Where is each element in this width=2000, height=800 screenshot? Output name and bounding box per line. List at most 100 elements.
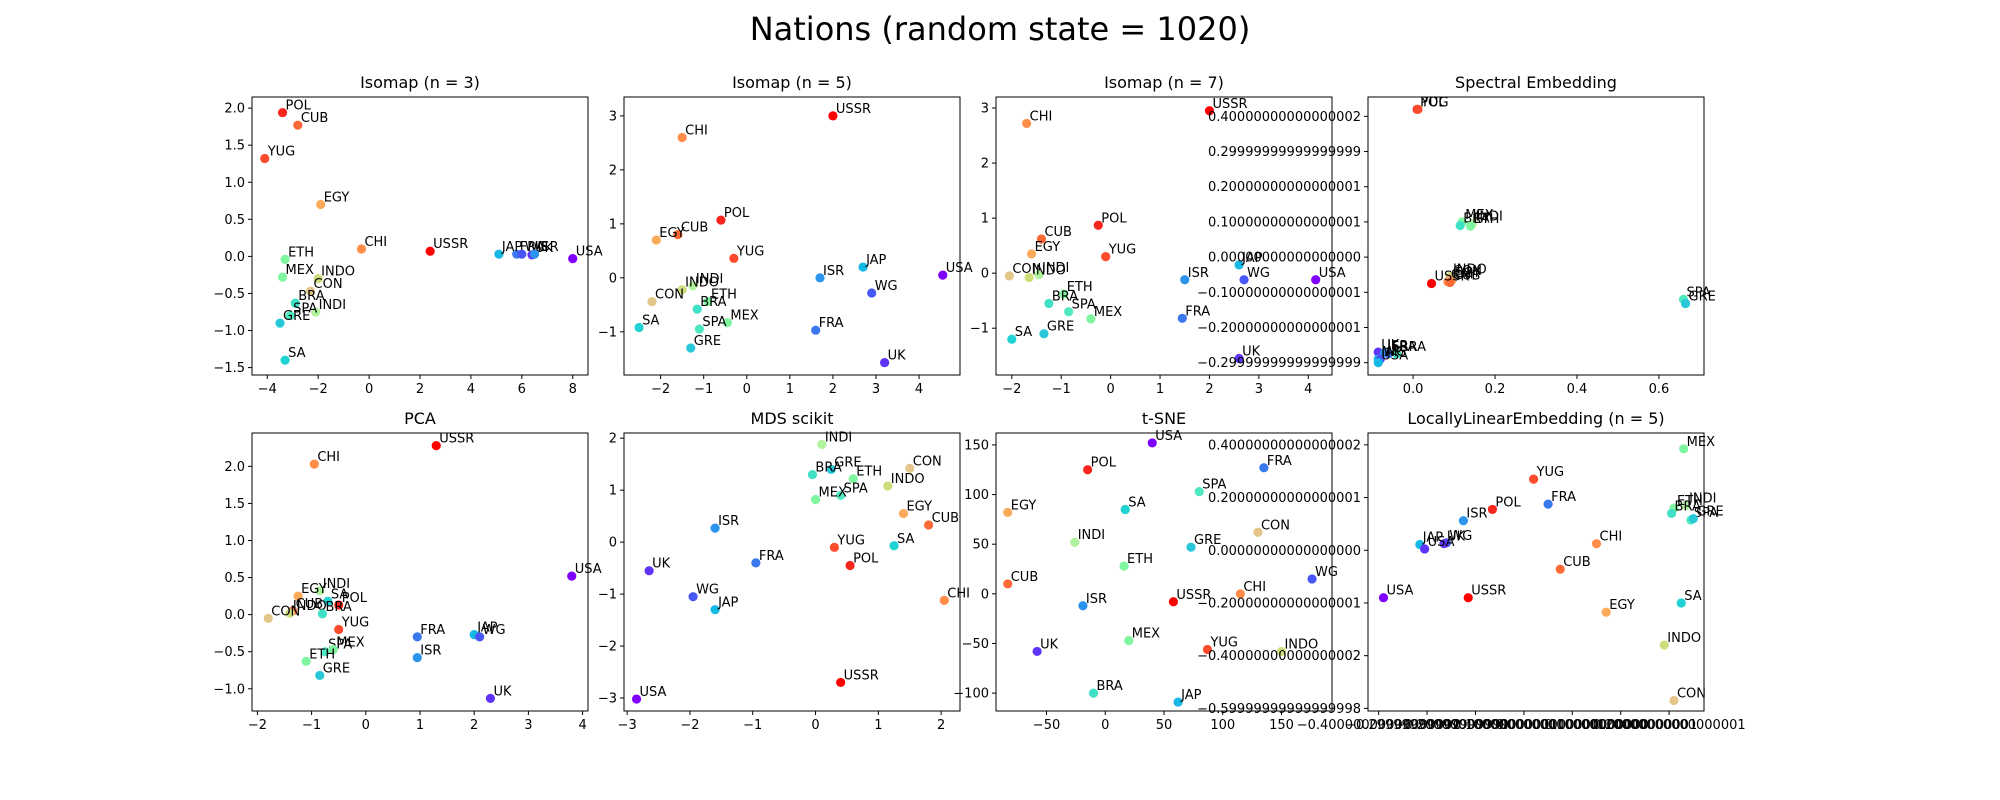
data-point-label: USSR [433, 237, 468, 252]
x-tick-label: −0.10000000000000001 [1442, 718, 1606, 733]
data-point-label: UK [1040, 637, 1059, 652]
data-point-label: CUB [301, 111, 329, 126]
data-point-label: USSR [439, 432, 474, 447]
data-point [1086, 314, 1096, 324]
data-point-label: FRA [1267, 454, 1292, 469]
x-tick-label: −0.40000000000000002 [1297, 718, 1461, 733]
subplot-title: LocallyLinearEmbedding (n = 5) [1407, 409, 1664, 428]
x-tick-label: 0.10000000000000001 [1544, 718, 1697, 733]
data-point [811, 325, 821, 335]
data-point-label: INDO [293, 599, 327, 614]
data-point [1253, 527, 1263, 537]
subplot: Isomap (n = 3) −4 −2 0 2 4 6 8 −1.5 −1.0 −0.5 0.0 0.… [213, 73, 602, 397]
data-point-label: USSR [844, 668, 879, 683]
x-tick-label: 0 [811, 718, 819, 733]
data-point-label: FRA [520, 240, 545, 255]
data-point-label: POL [286, 99, 312, 114]
data-point-label: CUB [932, 511, 960, 526]
data-point-label: BRA [700, 295, 726, 310]
data-point-label: USA [576, 245, 603, 260]
x-tick-label: 3 [524, 718, 532, 733]
data-point-label: INDO [685, 276, 719, 291]
data-point-label: GRE [834, 455, 861, 470]
data-point-label: POL [342, 591, 368, 606]
data-point [1555, 564, 1565, 574]
x-tick-label: 6 [518, 382, 526, 397]
data-point [1669, 695, 1679, 706]
data-point [1679, 444, 1689, 454]
data-point-label: JAP [476, 621, 497, 636]
y-tick-label: −0.40000000000000002 [1197, 649, 1361, 664]
data-point-label: GRE [1689, 290, 1716, 305]
y-tick-label: 1.0 [224, 176, 245, 191]
data-point [320, 647, 330, 657]
y-tick-label: 0 [981, 587, 989, 602]
x-tick-label: 4 [915, 382, 923, 397]
x-tick-label: −0.20000000000000001 [1394, 718, 1558, 733]
data-point-label: CHI [1451, 268, 1474, 283]
data-point-label: CHI [685, 123, 708, 138]
data-point [263, 613, 273, 623]
data-point-label: EGY [301, 582, 327, 597]
data-point-label: EGY [659, 226, 685, 241]
y-tick-label: 100 [964, 488, 989, 503]
y-tick-label: −0.5 [213, 287, 245, 302]
data-point-label: SPA [844, 481, 868, 496]
y-tick-label: 0 [981, 267, 989, 282]
subplot: Isomap (n = 5) −2 −1 0 1 2 3 4 −1 0 1 2 3 USSR CHI POL C… [598, 73, 973, 397]
data-point [647, 296, 657, 307]
y-tick-label: −3 [598, 692, 617, 707]
data-point-label: WG [483, 623, 506, 638]
data-point-label: SA [897, 532, 914, 547]
data-point-label: SA [642, 313, 659, 328]
data-point-label: CHI [1243, 580, 1266, 595]
data-point-label: USSR [836, 102, 871, 117]
data-point-label: INDO [1032, 264, 1066, 279]
subplot: MDS scikit −3 −2 −1 0 1 2 −3 −2 −1 0 1 2 INDI CON GREBR… [598, 409, 970, 733]
x-tick-label: 2 [1205, 382, 1213, 397]
data-point-label: USSR [1176, 588, 1211, 603]
x-tick-label: 0 [1101, 718, 1109, 733]
data-point-label: YUG [1209, 635, 1238, 650]
data-point-label: INDI [1078, 528, 1105, 543]
data-point [1235, 589, 1245, 599]
subplot-title: Spectral Embedding [1455, 73, 1617, 92]
data-point [1426, 278, 1437, 289]
data-point [293, 120, 303, 130]
data-point-label: POL [1091, 456, 1117, 471]
x-tick-label: 1 [1156, 382, 1164, 397]
data-point [425, 246, 435, 256]
data-point [1420, 544, 1430, 554]
data-point-label: SPA [702, 315, 726, 330]
data-point-label: ISR [718, 514, 739, 529]
data-point-label: CON [314, 277, 343, 292]
data-point-label: INDO [1667, 631, 1701, 646]
data-point-label: ISR [823, 264, 844, 279]
data-point-label: SPA [293, 302, 317, 317]
data-point-label: SA [1128, 495, 1145, 510]
data-point [280, 254, 290, 264]
data-point [673, 230, 683, 240]
data-point [1070, 537, 1080, 547]
y-tick-label: 0.20000000000000001 [1208, 491, 1361, 506]
x-tick-label: −0.29999999999999999 [1345, 718, 1509, 733]
plot-frame [623, 96, 961, 376]
data-point-label: ISR [1387, 339, 1408, 354]
data-point [290, 298, 300, 308]
subplot: t-SNE −50 0 50 100 150 −100 −50 0 50 100 150 USA FRA P… [953, 409, 1338, 733]
y-tick-label: 1.5 [224, 497, 245, 512]
x-tick-label: 2 [416, 382, 424, 397]
data-point [323, 596, 333, 606]
y-tick-label: −1 [970, 322, 989, 337]
data-point-label: USA [946, 261, 973, 276]
data-point-label: USA [640, 685, 667, 700]
data-point [285, 608, 295, 618]
data-point [1680, 298, 1691, 309]
data-point-label: WG [1315, 565, 1338, 580]
x-tick-label: 4 [578, 718, 586, 733]
y-tick-label: −2 [598, 640, 617, 655]
data-point [277, 272, 288, 282]
data-point [1101, 252, 1111, 262]
data-point [431, 441, 441, 451]
